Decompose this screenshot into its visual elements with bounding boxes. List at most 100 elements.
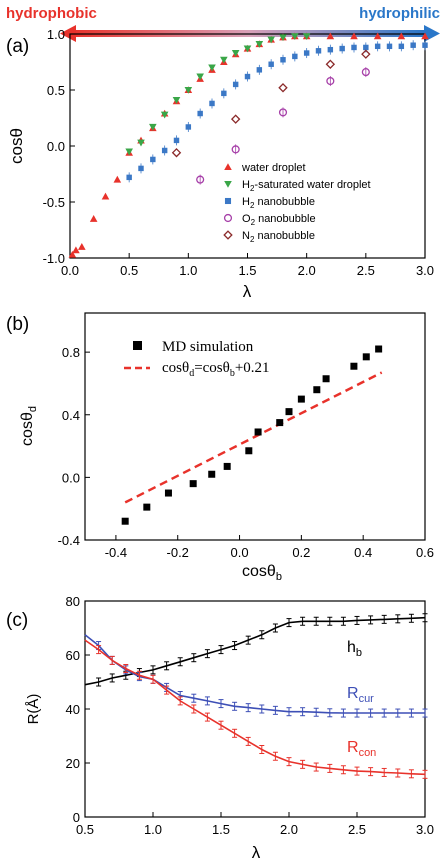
panel-a-xtick-label: 0.5 xyxy=(120,263,138,278)
point-h2-saturated-water-droplet xyxy=(208,64,216,72)
panel-c-ytick-label: 40 xyxy=(66,702,80,717)
point-h2-nanobubble xyxy=(197,110,203,117)
panel-b-legend-label-md: MD simulation xyxy=(162,339,254,355)
point-h2-saturated-water-droplet xyxy=(137,139,145,147)
point-h2-nanobubble xyxy=(327,46,334,53)
panel-c-xtick-label: 0.5 xyxy=(76,822,94,837)
panel-b-xtick-label: 0.2 xyxy=(292,545,310,560)
point-md-simulation xyxy=(121,517,129,525)
panel-a-legend: water droplet H2-saturated water droplet H… xyxy=(223,162,371,244)
panel-b-xtick-label: 0.0 xyxy=(231,545,249,560)
point-h2-nanobubble xyxy=(374,43,381,50)
legend-marker-h2-saturated-water-droplet xyxy=(224,180,232,188)
point-water-droplet xyxy=(113,175,122,183)
point-h2-saturated-water-droplet xyxy=(302,33,311,41)
point-o2-nanobubble xyxy=(326,76,335,86)
point-h2-saturated-water-droplet xyxy=(231,50,240,57)
banner-right-label: hydrophilic xyxy=(359,5,440,22)
panel-b-legend-label-fit: cosθd=cosθb+0.21 xyxy=(162,360,270,379)
point-n2-nanobubble xyxy=(278,83,288,93)
point-h2-nanobubble xyxy=(292,53,298,60)
panel-c-xlabel: λ xyxy=(252,843,261,862)
point-water-droplet xyxy=(350,32,358,40)
point-md-simulation xyxy=(254,428,262,436)
panel-c-ytick-label: 80 xyxy=(66,594,80,609)
panel-a-xtick-label: 1.0 xyxy=(179,263,197,278)
point-h2-nanobubble xyxy=(221,90,227,97)
point-h2-saturated-water-droplet xyxy=(220,56,228,64)
point-water-droplet xyxy=(101,192,110,200)
point-md-simulation xyxy=(297,395,305,403)
line-rcon xyxy=(84,639,426,776)
panel-a-xlabel: λ xyxy=(243,282,252,301)
point-o2-nanobubble xyxy=(196,175,205,184)
point-h2-nanobubble xyxy=(232,81,239,88)
panel-b-ylabel-subscript: d xyxy=(27,406,39,412)
point-h2-saturated-water-droplet xyxy=(160,111,169,119)
point-md-simulation xyxy=(362,353,370,361)
panel-b-ytick-label: -0.4 xyxy=(58,533,80,548)
panel-c-ytick-label: 0 xyxy=(73,810,80,825)
panel-b: (b) -0.4 -0.2 0.0 0.2 0.4 0.6 -0.4 0.0 0.4 0.8 co… xyxy=(6,312,434,583)
legend-marker-water-droplet xyxy=(224,163,232,171)
panel-a-xtick-label: 3.0 xyxy=(416,263,434,278)
point-h2-saturated-water-droplet xyxy=(196,73,204,81)
point-water-droplet xyxy=(89,215,98,222)
legend-label-water-droplet: water droplet xyxy=(241,162,306,174)
panel-c-xtick-label: 1.0 xyxy=(144,822,162,837)
point-water-droplet xyxy=(421,32,429,40)
point-h2-saturated-water-droplet xyxy=(149,123,157,131)
legend-label-h2-nanobubble: H2 nanobubble xyxy=(242,196,315,210)
point-h2-nanobubble xyxy=(363,44,369,51)
point-h2-nanobubble xyxy=(303,50,310,56)
point-h2-nanobubble xyxy=(351,44,357,51)
panel-a-xtick-label: 2.0 xyxy=(298,263,316,278)
point-o2-nanobubble xyxy=(278,108,288,117)
panel-b-plot-frame xyxy=(84,312,426,541)
point-md-simulation xyxy=(143,503,151,511)
point-n2-nanobubble xyxy=(230,114,241,124)
panel-a-ylabel: cosθ xyxy=(7,128,26,164)
point-md-simulation xyxy=(313,386,321,394)
panel-b-xtick-label: -0.4 xyxy=(105,545,127,560)
legend-label-o2-nanobubble: O2 nanobubble xyxy=(242,213,316,227)
point-h2-nanobubble xyxy=(173,137,180,144)
point-md-simulation xyxy=(208,470,216,478)
panel-c-label: (c) xyxy=(6,610,28,631)
point-md-simulation xyxy=(375,345,383,353)
legend-label-n2-nanobubble: N2 nanobubble xyxy=(242,230,315,244)
panel-b-ytick-label: 0.4 xyxy=(62,408,80,423)
panel-c-xtick-label: 1.5 xyxy=(212,822,230,837)
point-h2-nanobubble xyxy=(410,42,416,48)
point-h2-nanobubble xyxy=(422,42,428,48)
panel-a-ytick-label: 0.5 xyxy=(47,83,65,98)
point-water-droplet xyxy=(326,32,335,40)
point-md-simulation xyxy=(223,462,231,470)
panel-a-xtick-label: 0.0 xyxy=(61,263,79,278)
point-h2-nanobubble xyxy=(244,73,251,80)
point-h2-nanobubble xyxy=(386,43,393,50)
point-md-simulation xyxy=(189,480,197,488)
point-md-simulation xyxy=(322,375,330,383)
point-md-simulation xyxy=(350,362,358,370)
point-n2-nanobubble xyxy=(361,49,371,59)
panel-b-ytick-label: 0.8 xyxy=(62,345,80,360)
panel-b-xtick-label: 0.6 xyxy=(416,545,434,560)
point-h2-nanobubble xyxy=(161,147,168,154)
point-h2-saturated-water-droplet xyxy=(172,97,181,104)
panel-b-xtick-label: -0.2 xyxy=(167,545,189,560)
series-label-rcur: Rcur xyxy=(347,685,374,705)
point-o2-nanobubble xyxy=(361,68,370,77)
panel-a-ytick-label: -1.0 xyxy=(43,251,65,266)
point-h2-saturated-water-droplet xyxy=(255,41,264,48)
point-h2-nanobubble xyxy=(185,124,192,130)
panel-c: (c) 0.5 1.0 1.5 2.0 2.5 3.0 0 20 40 60 80 R(Å) λ h… xyxy=(6,594,434,862)
panel-a-ytick-label: 0.0 xyxy=(47,139,65,154)
panel-c-ytick-label: 20 xyxy=(66,756,80,771)
point-water-droplet xyxy=(72,246,80,254)
point-h2-nanobubble xyxy=(315,48,322,54)
panel-a-xtick-label: 2.5 xyxy=(357,263,375,278)
point-md-simulation xyxy=(276,419,284,427)
point-o2-nanobubble xyxy=(231,145,240,154)
